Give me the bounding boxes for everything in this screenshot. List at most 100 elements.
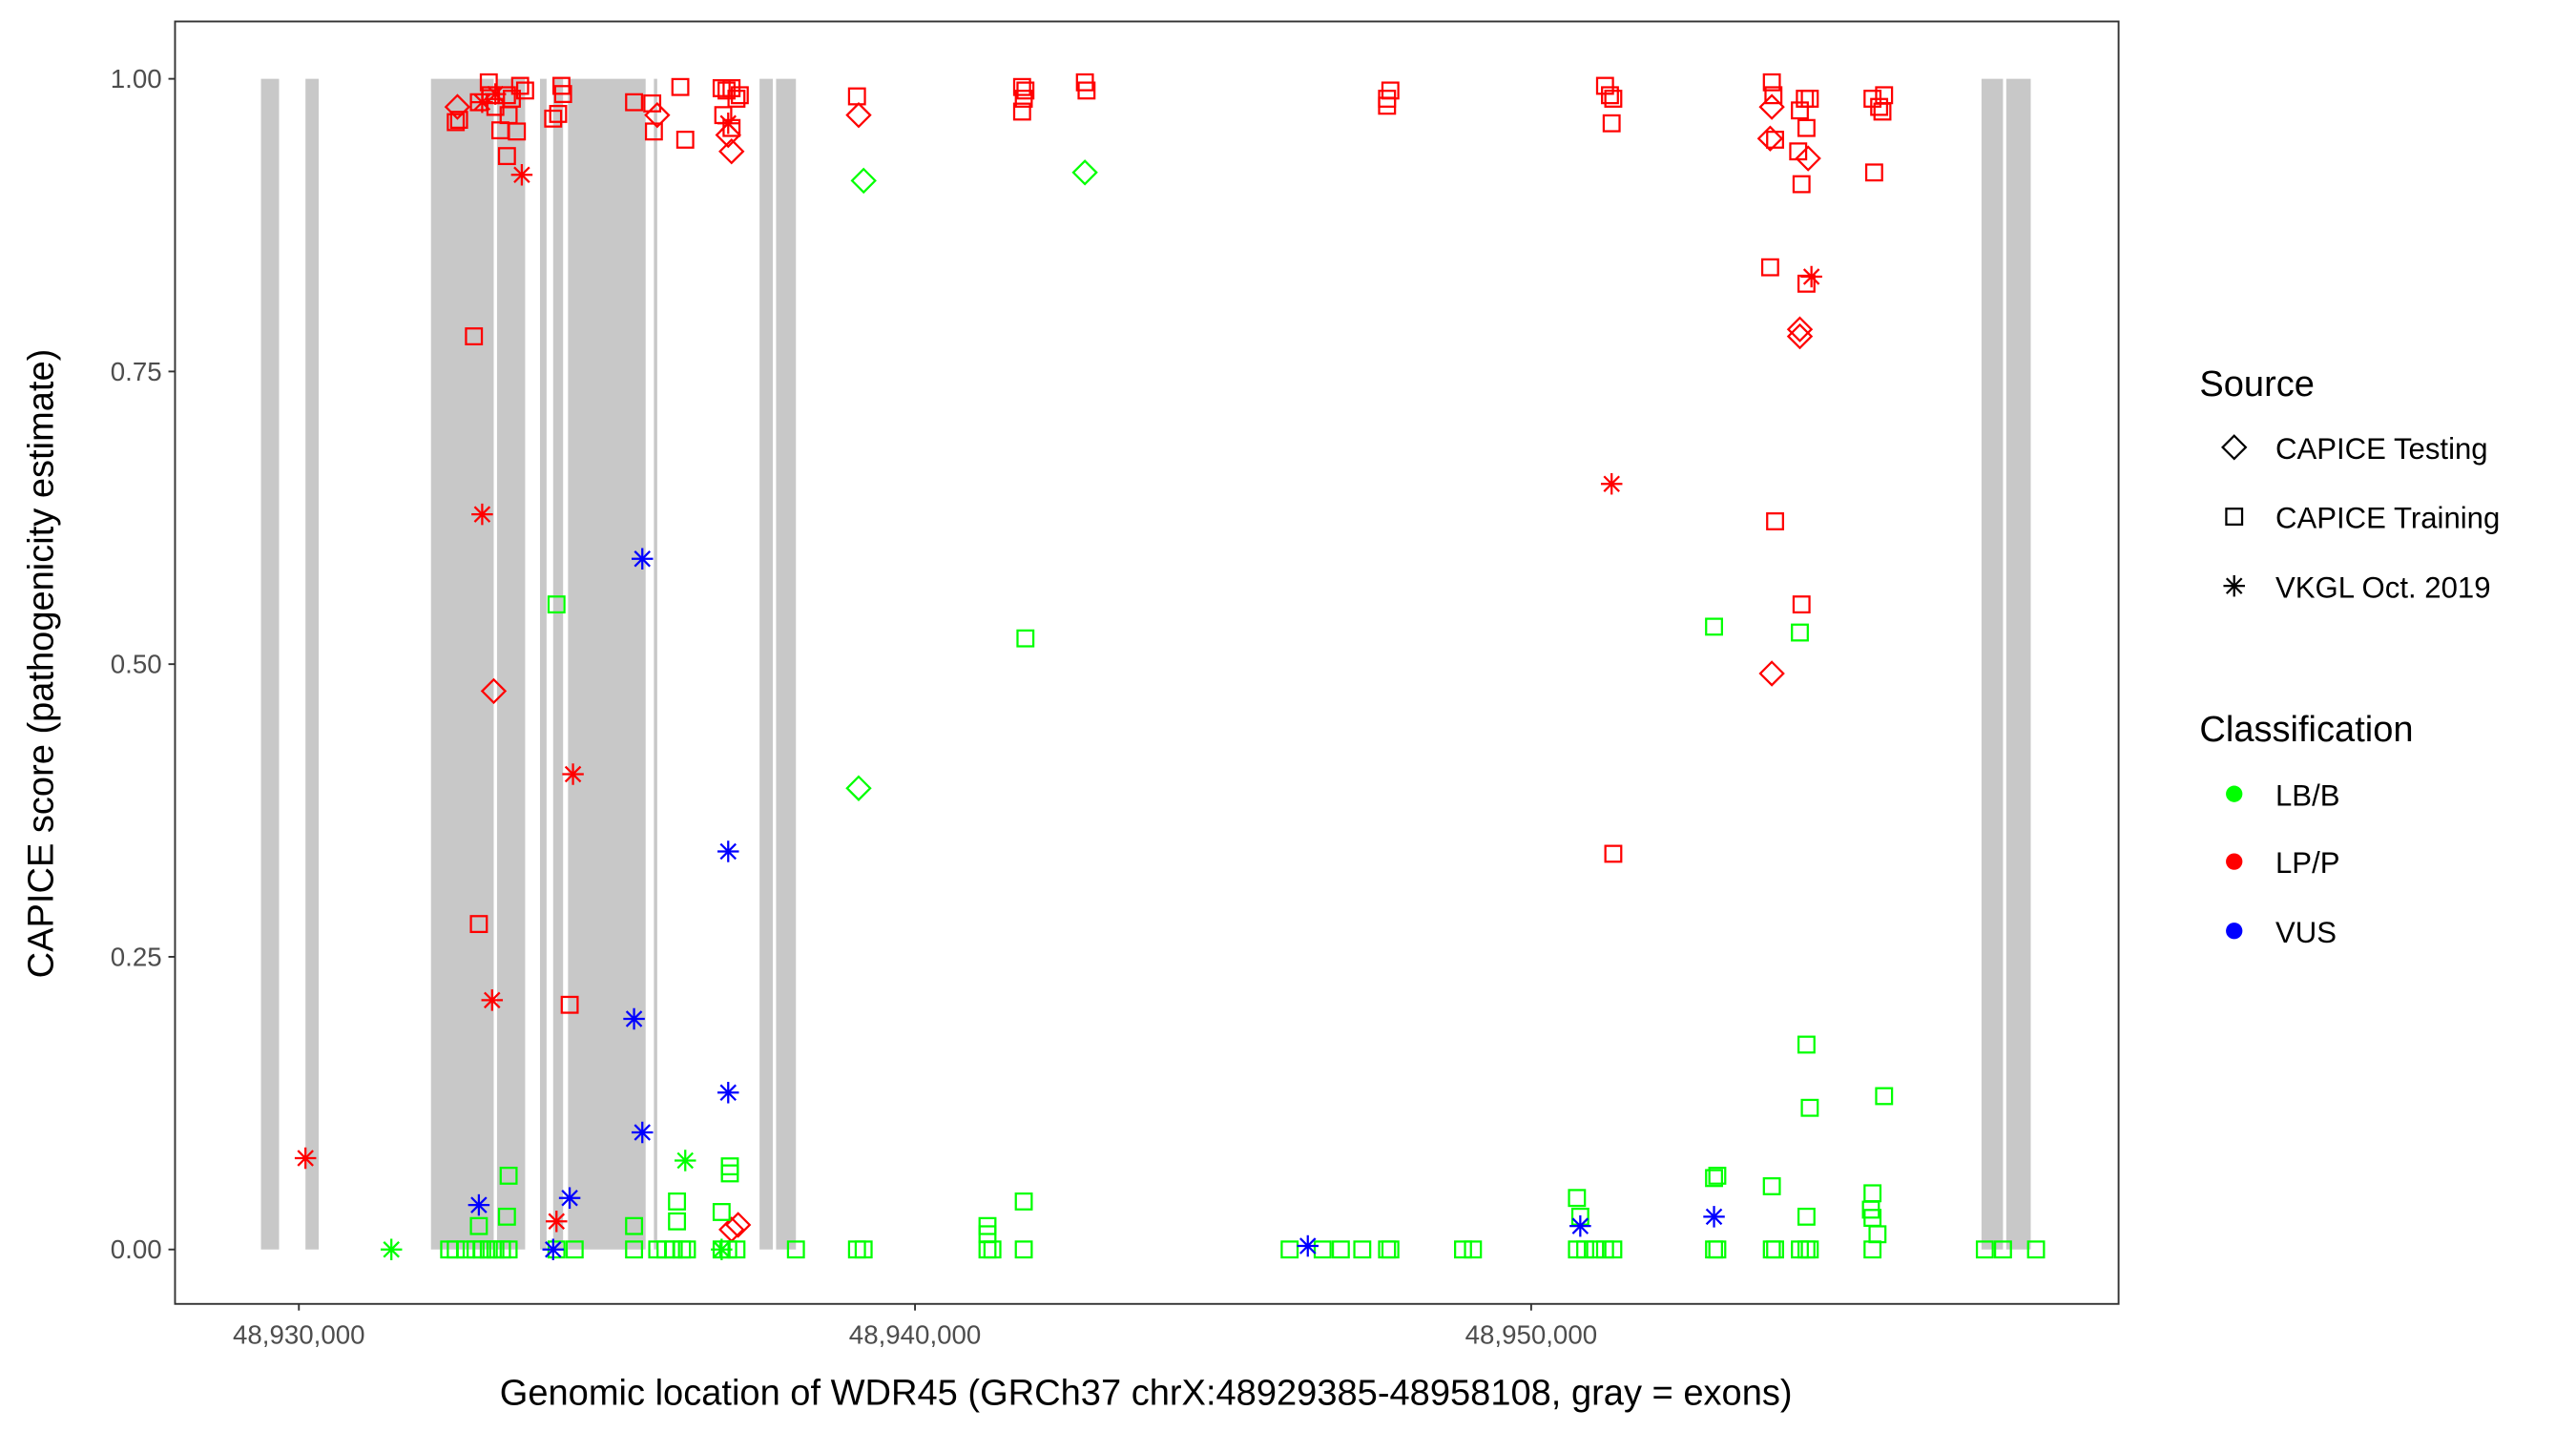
x-tick-label: 48,930,000 <box>233 1319 365 1349</box>
data-point-testing <box>1756 125 1784 152</box>
data-point-training <box>479 73 498 92</box>
data-point-vkgl <box>510 163 533 186</box>
data-point-training <box>1791 101 1809 120</box>
data-point-training <box>1331 1240 1350 1259</box>
legend-label-vkgl: VKGL Oct. 2019 <box>2275 570 2491 604</box>
data-point-vkgl <box>471 503 493 526</box>
data-point-training <box>712 79 731 97</box>
data-point-testing <box>715 121 741 149</box>
data-point-testing <box>850 167 877 195</box>
data-point-vkgl <box>558 1187 581 1209</box>
data-point-training <box>1863 1184 1882 1203</box>
data-point-vkgl <box>623 1007 645 1030</box>
exon-band <box>430 78 494 1250</box>
legend-label-lbb: LB/B <box>2275 778 2339 812</box>
data-point-training <box>1792 175 1811 194</box>
exon-band <box>260 78 280 1250</box>
data-point-training <box>1014 90 1033 108</box>
data-point-training <box>1762 1177 1781 1195</box>
data-point-training <box>1313 1240 1332 1259</box>
data-point-training <box>449 111 468 129</box>
exon-band <box>305 78 320 1250</box>
data-point-training <box>549 105 568 123</box>
data-point-training <box>1604 844 1623 863</box>
data-point-vkgl <box>1297 1234 1319 1257</box>
y-axis-title: CAPICE score (pathogenicity estimate) <box>21 349 61 979</box>
data-point-training <box>1797 118 1816 137</box>
data-point-testing <box>1786 322 1814 350</box>
data-point-training <box>1791 623 1809 642</box>
data-point-testing <box>1071 159 1098 186</box>
data-point-training <box>671 77 690 96</box>
data-point-training <box>668 1212 687 1231</box>
data-point-training <box>465 327 484 346</box>
data-point-training <box>847 1240 866 1259</box>
data-point-training <box>1875 1087 1894 1106</box>
data-point-training <box>565 1240 584 1259</box>
data-point-training <box>1604 90 1623 108</box>
legend-source-title: Source <box>2199 364 2315 404</box>
data-point-vkgl <box>631 1121 654 1144</box>
data-point-training <box>1378 96 1397 115</box>
data-point-training <box>1797 1207 1816 1226</box>
data-point-training <box>1381 1240 1400 1259</box>
data-point-training <box>1014 1240 1033 1259</box>
legend-key-training-icon <box>2225 508 2244 526</box>
data-point-training <box>447 1240 466 1259</box>
legend-key-vus-dot-icon <box>2226 923 2243 940</box>
plot-panel-border <box>174 20 2120 1305</box>
y-tick-label: 0.50 <box>111 650 162 679</box>
data-points <box>294 73 2046 1260</box>
legend-label-capice-testing: CAPICE Testing <box>2275 432 2488 466</box>
data-point-training <box>847 87 866 106</box>
data-point-training <box>497 1207 516 1226</box>
exon-band <box>776 78 797 1250</box>
y-tick-label: 0.00 <box>111 1234 162 1264</box>
data-point-training <box>625 93 644 112</box>
exon-band <box>654 78 657 1250</box>
data-point-training <box>1764 86 1783 105</box>
data-point-training <box>1568 1189 1587 1208</box>
data-point-vkgl <box>1600 472 1623 495</box>
data-point-training <box>1077 81 1096 100</box>
data-point-training <box>786 1240 805 1259</box>
exon-band <box>1981 78 2004 1250</box>
exon-band <box>552 78 564 1250</box>
data-point-training <box>625 1216 644 1235</box>
data-point-training <box>1602 114 1621 133</box>
data-point-training <box>1766 130 1784 149</box>
legend-key-vkgl-icon <box>2223 574 2245 597</box>
legend-label-capice-training: CAPICE Training <box>2275 502 2500 535</box>
data-point-training <box>497 147 516 166</box>
data-point-vkgl <box>1800 265 1822 288</box>
data-point-training <box>643 93 662 113</box>
data-point-training <box>1012 102 1031 121</box>
exon-bands <box>260 78 2031 1250</box>
data-point-training <box>1873 102 1892 121</box>
data-point-training <box>1762 73 1781 92</box>
data-point-testing <box>718 137 745 165</box>
data-point-training <box>1870 97 1889 116</box>
exon-band <box>568 78 646 1250</box>
data-point-training <box>727 1240 746 1259</box>
data-point-training <box>469 1216 488 1235</box>
data-point-training <box>1576 1240 1594 1259</box>
data-point-training <box>720 1164 739 1183</box>
data-point-training <box>1863 1240 1882 1259</box>
data-point-vkgl <box>631 548 654 570</box>
data-point-vkgl <box>1703 1206 1725 1228</box>
data-point-testing <box>845 775 872 801</box>
data-point-training <box>497 86 516 105</box>
data-point-vkgl <box>542 1238 565 1260</box>
legend-key-lpp-dot-icon <box>2226 853 2243 870</box>
legend-key-testing-icon <box>2221 434 2248 461</box>
data-point-training <box>1705 1169 1723 1188</box>
data-point-training <box>1766 1240 1784 1259</box>
data-point-training <box>1800 1098 1819 1117</box>
data-point-training <box>1705 617 1723 636</box>
data-point-training <box>1975 1240 1994 1259</box>
data-point-vkgl <box>562 763 584 785</box>
data-point-testing <box>1758 660 1785 687</box>
data-point-vkgl <box>717 840 739 862</box>
